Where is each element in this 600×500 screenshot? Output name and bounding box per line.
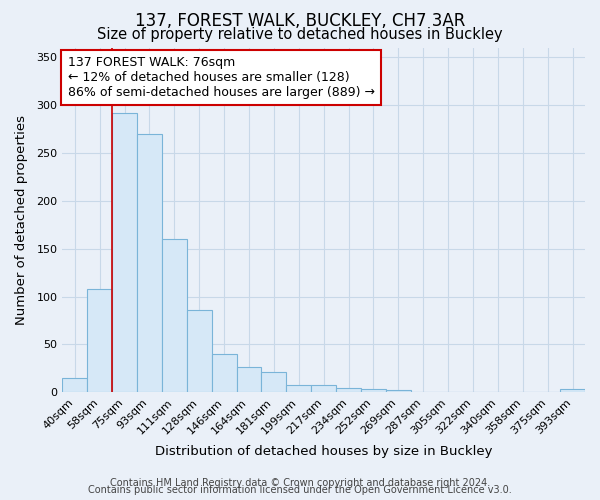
Text: Contains public sector information licensed under the Open Government Licence v3: Contains public sector information licen… [88, 485, 512, 495]
Bar [286, 384, 311, 392]
Bar [560, 390, 585, 392]
Text: 137, FOREST WALK, BUCKLEY, CH7 3AR: 137, FOREST WALK, BUCKLEY, CH7 3AR [135, 12, 465, 30]
Bar [311, 384, 336, 392]
Text: Contains HM Land Registry data © Crown copyright and database right 2024.: Contains HM Land Registry data © Crown c… [110, 478, 490, 488]
Bar [212, 354, 236, 393]
Bar [262, 372, 286, 392]
Text: Size of property relative to detached houses in Buckley: Size of property relative to detached ho… [97, 28, 503, 42]
Y-axis label: Number of detached properties: Number of detached properties [15, 115, 28, 325]
Bar [62, 378, 87, 392]
X-axis label: Distribution of detached houses by size in Buckley: Distribution of detached houses by size … [155, 444, 493, 458]
Bar [386, 390, 411, 392]
Bar [361, 390, 386, 392]
Bar [336, 388, 361, 392]
Bar [137, 134, 162, 392]
Bar [87, 289, 112, 393]
Bar [236, 368, 262, 392]
Bar [162, 239, 187, 392]
Bar [187, 310, 212, 392]
Text: 137 FOREST WALK: 76sqm
← 12% of detached houses are smaller (128)
86% of semi-de: 137 FOREST WALK: 76sqm ← 12% of detached… [68, 56, 374, 99]
Bar [112, 112, 137, 392]
